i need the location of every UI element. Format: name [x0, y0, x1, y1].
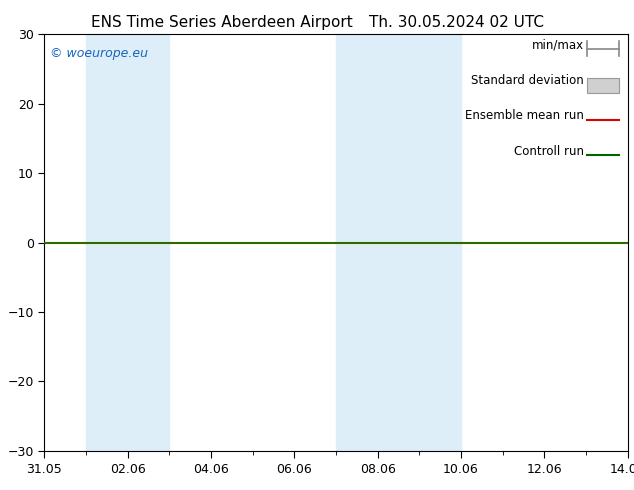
Text: Th. 30.05.2024 02 UTC: Th. 30.05.2024 02 UTC	[369, 15, 544, 30]
Bar	[587, 77, 619, 94]
Bar	[399, 34, 461, 451]
Text: © woeurope.eu: © woeurope.eu	[50, 47, 148, 60]
Text: Ensemble mean run: Ensemble mean run	[465, 109, 584, 122]
Bar	[86, 34, 127, 451]
Text: Standard deviation: Standard deviation	[471, 74, 584, 87]
Bar	[336, 34, 399, 451]
Bar	[127, 34, 169, 451]
Text: Controll run: Controll run	[514, 145, 584, 158]
Text: ENS Time Series Aberdeen Airport: ENS Time Series Aberdeen Airport	[91, 15, 353, 30]
Text: min/max: min/max	[532, 38, 584, 51]
